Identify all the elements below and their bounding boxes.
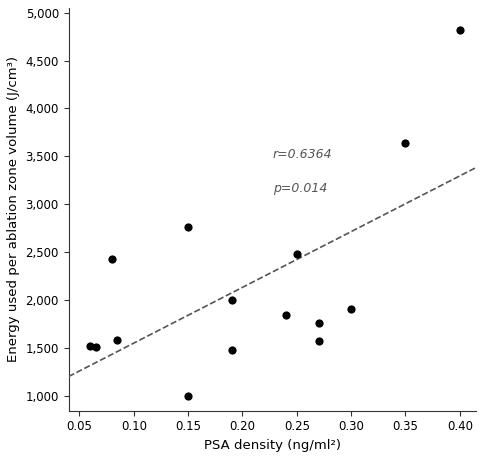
Point — [108, 256, 116, 263]
Text: r=0.6364: r=0.6364 — [273, 148, 332, 162]
Point — [347, 305, 355, 313]
Point — [86, 343, 94, 350]
Point — [293, 251, 300, 258]
Point — [456, 26, 464, 34]
Point — [314, 320, 322, 327]
Point — [227, 297, 235, 304]
Point — [227, 347, 235, 354]
Point — [184, 393, 192, 400]
Point — [314, 337, 322, 344]
Text: p=0.014: p=0.014 — [273, 182, 327, 195]
Point — [401, 140, 409, 147]
Point — [114, 336, 121, 343]
Y-axis label: Energy used per ablation zone volume (J/cm³): Energy used per ablation zone volume (J/… — [7, 56, 20, 362]
Point — [92, 344, 99, 351]
Point — [282, 311, 290, 319]
Point — [184, 224, 192, 231]
X-axis label: PSA density (ng/ml²): PSA density (ng/ml²) — [204, 439, 341, 452]
